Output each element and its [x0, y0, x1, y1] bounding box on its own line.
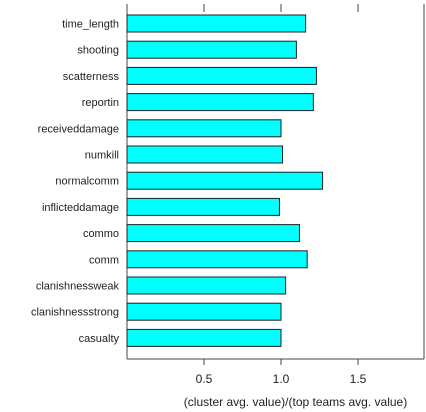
category-label-shooting: shooting — [77, 45, 119, 57]
bar-normalcomm — [126, 171, 324, 190]
category-label-clanishnessstrong: clanishnessstrong — [31, 307, 119, 319]
bar-time_length — [126, 14, 307, 33]
category-label-numkill: numkill — [85, 150, 119, 162]
bar-comm — [126, 250, 308, 269]
bar-clanishnessweak — [126, 276, 287, 295]
category-label-inflicteddamage: inflicteddamage — [42, 202, 119, 214]
category-label-reportin: reportin — [82, 97, 119, 109]
category-label-time_length: time_length — [62, 19, 119, 31]
bars-group — [126, 14, 324, 347]
category-label-comm: comm — [89, 254, 119, 266]
bar-casualty — [126, 328, 282, 347]
bar-inflicteddamage — [126, 197, 280, 216]
category-label-receiveddamage: receiveddamage — [38, 123, 119, 135]
x-tick-label-0.5: 0.5 — [196, 372, 213, 386]
x-tick-label-1.0: 1.0 — [273, 372, 290, 386]
bar-reportin — [126, 93, 314, 112]
category-label-clanishnessweak: clanishnessweak — [36, 281, 120, 293]
category-labels: time_length shooting scatterness reportin re… — [31, 19, 120, 345]
x-axis-ticks: 0.5 1.0 1.5 — [196, 4, 367, 386]
category-label-normalcomm: normalcomm — [55, 176, 119, 188]
bar-clanishnessstrong — [126, 302, 282, 321]
bar-commo — [126, 224, 300, 243]
bar-numkill — [126, 145, 284, 164]
bar-receiveddamage — [126, 119, 282, 138]
x-axis-title: (cluster avg. value)/(top teams avg. val… — [184, 395, 407, 409]
bar-scatterness — [126, 66, 317, 85]
category-label-commo: commo — [83, 228, 119, 240]
category-label-casualty: casualty — [79, 333, 120, 345]
bar-shooting — [126, 40, 297, 59]
category-label-scatterness: scatterness — [63, 71, 120, 83]
x-tick-label-1.5: 1.5 — [350, 372, 367, 386]
